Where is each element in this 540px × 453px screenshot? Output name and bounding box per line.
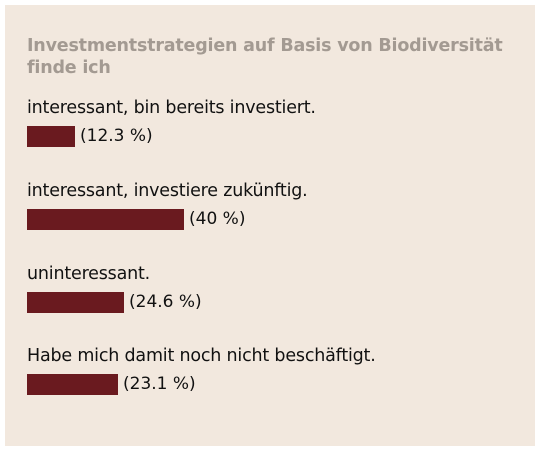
poll-title: Investmentstrategien auf Basis von Biodi…	[27, 36, 503, 78]
result-percentage: (24.6 %)	[129, 292, 202, 312]
option-result: (40 %)	[27, 209, 522, 230]
option-label: interessant, bin bereits investiert.	[27, 98, 316, 118]
result-percentage: (12.3 %)	[80, 126, 153, 146]
result-percentage: (23.1 %)	[123, 374, 196, 394]
result-bar	[27, 126, 75, 147]
result-bar	[27, 209, 184, 230]
poll-panel: Investmentstrategien auf Basis von Biodi…	[5, 5, 535, 446]
option-label: Habe mich damit noch nicht beschäftigt.	[27, 346, 376, 366]
option-result: (12.3 %)	[27, 126, 522, 147]
poll-option: interessant, bin bereits investiert. (12.…	[27, 97, 522, 147]
result-bar	[27, 374, 118, 395]
option-label: uninteressant.	[27, 264, 151, 284]
option-label: interessant, investiere zukünftig.	[27, 181, 308, 201]
poll-option: uninteressant. (24.6 %)	[27, 263, 522, 313]
option-result: (23.1 %)	[27, 374, 522, 395]
option-result: (24.6 %)	[27, 292, 522, 313]
result-bar	[27, 292, 124, 313]
poll-option: Habe mich damit noch nicht beschäftigt. (…	[27, 345, 522, 395]
result-percentage: (40 %)	[189, 209, 246, 229]
poll-option: interessant, investiere zukünftig. (40 %)	[27, 180, 522, 230]
